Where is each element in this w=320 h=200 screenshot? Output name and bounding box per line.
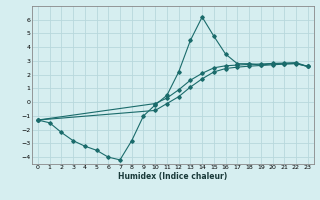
X-axis label: Humidex (Indice chaleur): Humidex (Indice chaleur) [118, 172, 228, 181]
